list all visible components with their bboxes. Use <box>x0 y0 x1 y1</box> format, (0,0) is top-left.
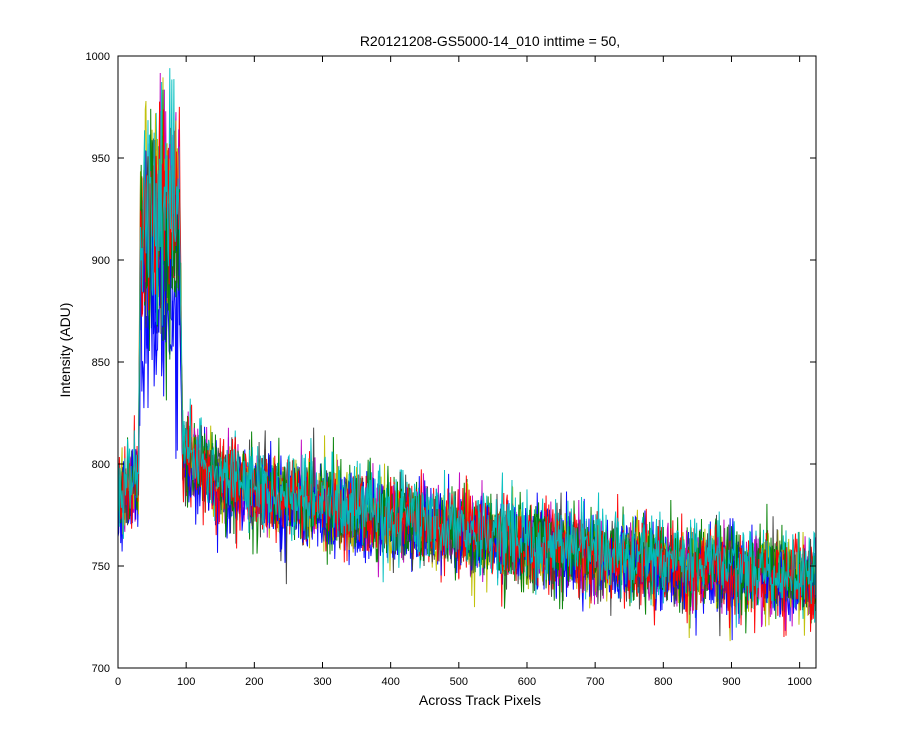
y-tick-label: 1000 <box>86 51 110 63</box>
x-axis-label: Across Track Pixels <box>419 692 541 708</box>
x-tick-label: 500 <box>450 676 468 688</box>
x-tick-label: 600 <box>518 676 536 688</box>
y-axis-label: Intensity (ADU) <box>57 303 73 398</box>
y-tick-label: 800 <box>92 459 110 471</box>
x-tick-label: 1000 <box>787 676 811 688</box>
series-line <box>117 79 817 628</box>
x-axis: 0 100 200 300 400 500 600 700 800 900 1000 <box>115 56 812 688</box>
series-layer <box>117 68 817 642</box>
x-tick-label: 100 <box>177 676 195 688</box>
x-tick-label: 400 <box>381 676 399 688</box>
x-tick-label: 800 <box>654 676 672 688</box>
y-tick-label: 950 <box>92 153 110 165</box>
y-tick-label: 850 <box>92 357 110 369</box>
x-tick-label: 700 <box>586 676 604 688</box>
x-tick-label: 900 <box>722 676 740 688</box>
y-tick-label: 700 <box>92 663 110 675</box>
y-tick-label: 750 <box>92 561 110 573</box>
x-tick-label: 200 <box>245 676 263 688</box>
x-tick-label: 300 <box>313 676 331 688</box>
chart-title: R20121208-GS5000-14_010 inttime = 50, <box>360 33 620 49</box>
x-tick-label: 0 <box>115 676 121 688</box>
y-axis: 700 750 800 850 900 950 1000 <box>86 51 816 675</box>
y-tick-label: 900 <box>92 255 110 267</box>
